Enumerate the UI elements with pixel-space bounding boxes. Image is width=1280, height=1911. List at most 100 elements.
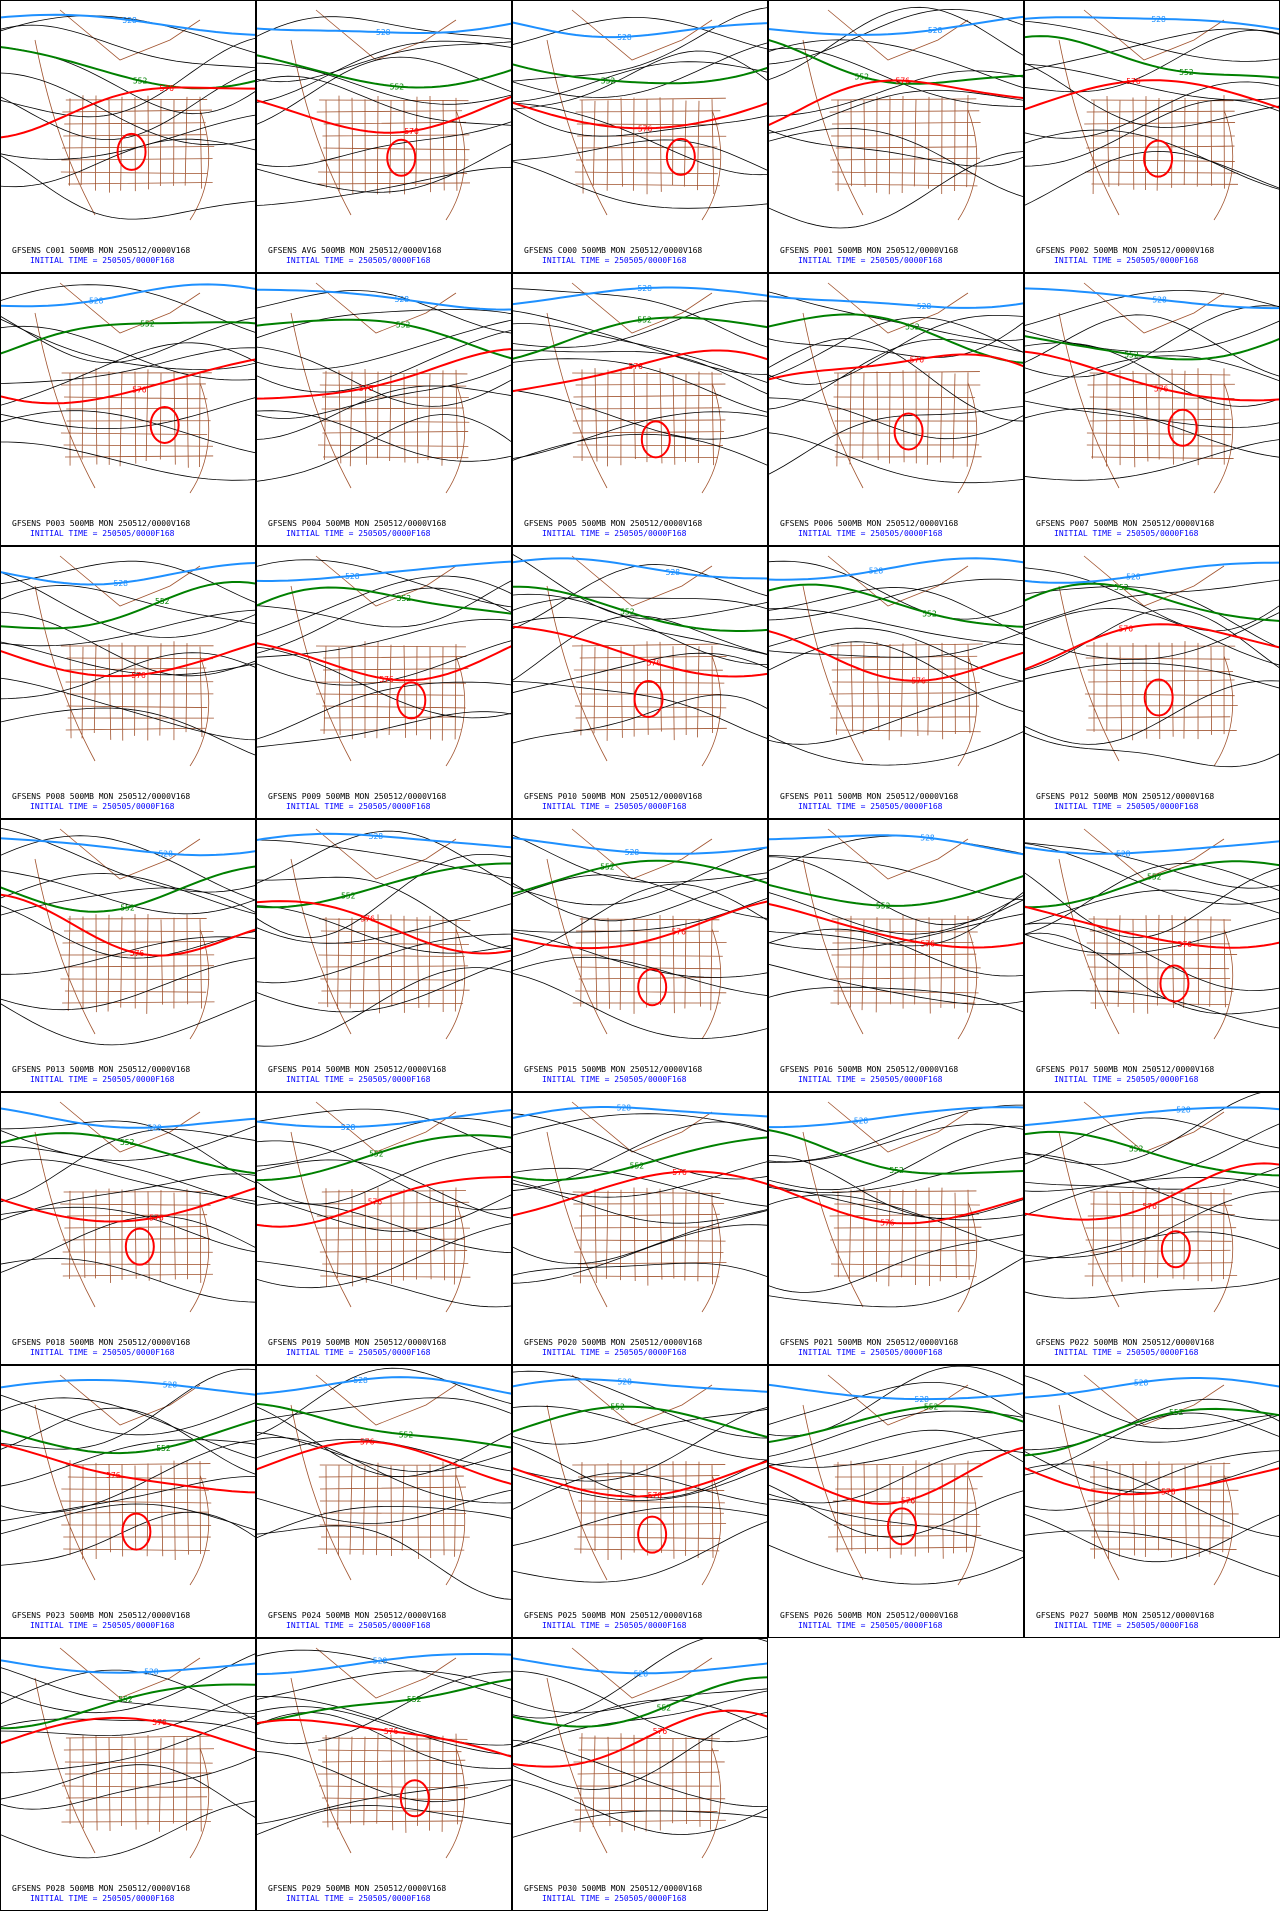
- panel-border: [0, 1365, 256, 1638]
- contour: [512, 1113, 768, 1136]
- contour: [512, 389, 768, 440]
- panel-border: [256, 546, 512, 819]
- contour: [1024, 305, 1280, 378]
- caption-line1: GFSENS P010 500MB MON 250512/0000V168: [524, 792, 702, 801]
- contour: [1024, 1530, 1280, 1578]
- contour-label: 576: [360, 1438, 375, 1447]
- contour-label: 576: [149, 1213, 164, 1222]
- height-contour: [512, 859, 768, 895]
- contour-label: 528: [617, 33, 632, 42]
- map: 528 552 576 GFSENS P016 500MB MON 250512/00…: [768, 819, 1024, 1092]
- contour: [256, 1140, 512, 1211]
- contour: [1024, 1231, 1280, 1263]
- map-panel: 528 552 576 GFSENS P030 500MB MON 250512/00…: [512, 1638, 768, 1911]
- height-contour: [256, 1134, 512, 1182]
- contour: [1024, 1153, 1280, 1221]
- height-contour: [512, 349, 768, 393]
- contour: [0, 1511, 256, 1566]
- contour: [768, 1123, 1024, 1163]
- contour: [512, 300, 768, 348]
- contour: [0, 1206, 256, 1253]
- height-contour: [512, 286, 768, 306]
- contour: [0, 1215, 256, 1274]
- panel-border: [512, 0, 768, 273]
- contour-label: 576: [901, 1496, 916, 1505]
- contour: [0, 641, 256, 676]
- contour-label: 576: [1178, 940, 1193, 949]
- panel-border: [512, 1638, 768, 1911]
- contour: [256, 16, 512, 40]
- contour: [1024, 1450, 1280, 1511]
- panel-border: [256, 1365, 512, 1638]
- contour: [512, 1408, 768, 1445]
- contour-label: 552: [396, 320, 411, 329]
- height-contour: [0, 1443, 256, 1494]
- contour: [768, 432, 1024, 484]
- height-contour: [768, 79, 1024, 127]
- contour: [0, 571, 256, 638]
- contour: [256, 681, 512, 740]
- contour-label: 576: [1142, 1202, 1157, 1211]
- height-contour: [1024, 35, 1280, 79]
- caption-line1: GFSENS P023 500MB MON 250512/0000V168: [12, 1611, 190, 1620]
- contour: [512, 1688, 768, 1714]
- map-panel: 528 552 576 GFSENS P016 500MB MON 250512/00…: [768, 819, 1024, 1092]
- caption-bg: [257, 1335, 511, 1363]
- height-contour: [768, 1383, 1024, 1401]
- caption-line2: INITIAL TIME = 250505/0000F168: [798, 1075, 943, 1084]
- contour: [0, 1653, 256, 1714]
- contour: [1024, 355, 1280, 394]
- contour: [256, 414, 512, 482]
- height-contour: [512, 1709, 768, 1768]
- contour-label: 576: [671, 927, 686, 936]
- height-contour: [512, 21, 768, 39]
- contour: [256, 959, 512, 1013]
- caption-bg: [769, 1608, 1023, 1636]
- contour: [768, 89, 1024, 134]
- contour: [0, 560, 256, 604]
- contour-label: 576: [379, 675, 394, 684]
- caption-line1: GFSENS P028 500MB MON 250512/0000V168: [12, 1884, 190, 1893]
- map-panel: 528 552 576 GFSENS P019 500MB MON 250512/00…: [256, 1092, 512, 1365]
- map: 528 552 576 GFSENS AVG 500MB MON 250512/000…: [256, 0, 512, 273]
- height-contour: [768, 557, 1024, 581]
- height-contour: [256, 1175, 512, 1228]
- contour: [256, 166, 512, 206]
- map-outline: [546, 9, 727, 221]
- contour: [1024, 917, 1280, 955]
- map-outline: [34, 282, 214, 494]
- contour: [0, 342, 256, 406]
- caption-line1: GFSENS P009 500MB MON 250512/0000V168: [268, 792, 446, 801]
- contour: [256, 308, 512, 339]
- caption-line2: INITIAL TIME = 250505/0000F168: [1054, 256, 1199, 265]
- contour: [768, 315, 1024, 385]
- caption-line2: INITIAL TIME = 250505/0000F168: [798, 1621, 943, 1630]
- height-contour: [0, 837, 256, 857]
- contour: [256, 903, 512, 944]
- map-outline: [546, 828, 727, 1040]
- caption-bg: [257, 243, 511, 271]
- contour: [768, 1449, 1024, 1504]
- contour: [256, 559, 512, 608]
- contour: [512, 1370, 768, 1439]
- contour-label: 552: [657, 1704, 672, 1713]
- contour: [0, 652, 256, 700]
- caption-line2: INITIAL TIME = 250505/0000F168: [30, 802, 175, 811]
- contour: [768, 1234, 1024, 1293]
- caption-line2: INITIAL TIME = 250505/0000F168: [30, 1348, 175, 1357]
- panel-border: [768, 819, 1024, 1092]
- contour: [1024, 150, 1280, 206]
- height-contour: [256, 900, 512, 955]
- panel-border: [768, 0, 1024, 273]
- contour: [1024, 922, 1280, 992]
- contour: [512, 1121, 768, 1192]
- caption-line1: GFSENS P016 500MB MON 250512/0000V168: [780, 1065, 958, 1074]
- panel-border: [0, 0, 256, 273]
- contour: [512, 596, 768, 611]
- contour-label: 552: [397, 594, 412, 603]
- height-contour: [256, 862, 512, 909]
- contour-label: 528: [666, 568, 681, 577]
- contour: [768, 1498, 1024, 1552]
- caption-line1: GFSENS P015 500MB MON 250512/0000V168: [524, 1065, 702, 1074]
- panel-border: [768, 546, 1024, 819]
